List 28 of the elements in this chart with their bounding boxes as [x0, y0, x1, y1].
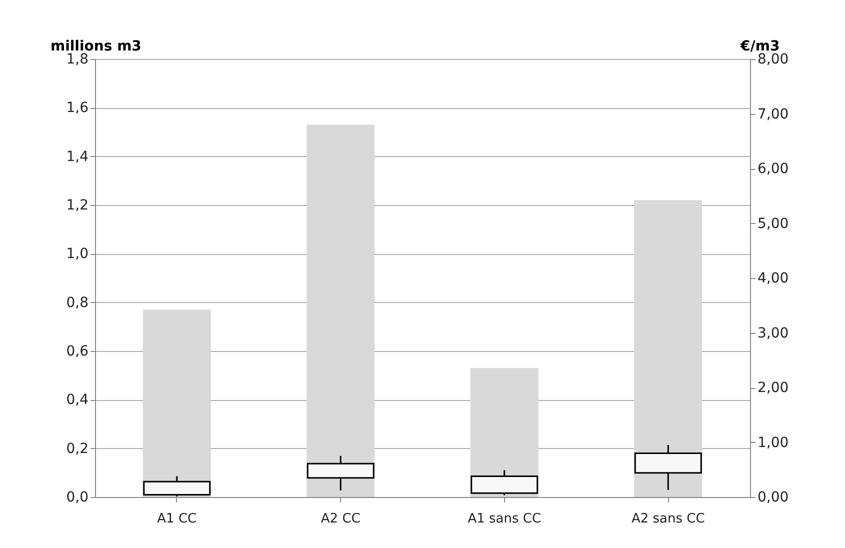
y2-tick-label: 3,00 — [758, 325, 789, 342]
x-tick-label: A2 CC — [320, 512, 360, 526]
y-tick-label: 1,4 — [66, 148, 89, 165]
bar — [634, 200, 702, 497]
y2-tick-label: 0,00 — [758, 490, 789, 506]
x-tick-label: A1 CC — [157, 512, 197, 526]
y-tick-label: 1,2 — [66, 198, 88, 214]
y-tick-label: 0,2 — [66, 440, 88, 457]
bar — [142, 310, 211, 497]
y2-tick-label: 8,00 — [758, 52, 789, 68]
y2-axis-title: €/m3 — [740, 38, 780, 54]
y2-tick-label: 6,00 — [758, 161, 789, 177]
y-tick-label: 1,6 — [66, 100, 89, 116]
y2-tick-label: 5,00 — [758, 216, 789, 232]
x-tick-label: A1 sans CC — [468, 512, 542, 526]
y2-tick-label: 1,00 — [758, 434, 789, 451]
y2-tick-label: 2,00 — [758, 380, 789, 396]
y-axis-title: millions m3 — [50, 38, 142, 54]
y-tick-label: 0,8 — [66, 294, 88, 311]
y2-tick-label: 4,00 — [758, 270, 789, 286]
x-tick-label: A2 sans CC — [631, 512, 705, 526]
bar — [306, 124, 375, 497]
y2-tick-label: 7,00 — [758, 106, 789, 122]
y-tick-label: 1,0 — [66, 246, 88, 262]
y-tick-label: 0,0 — [66, 490, 88, 506]
y-tick-label: 0,6 — [66, 344, 89, 360]
y-tick-label: 0,4 — [66, 392, 89, 408]
y-tick-label: 1,8 — [66, 52, 88, 68]
